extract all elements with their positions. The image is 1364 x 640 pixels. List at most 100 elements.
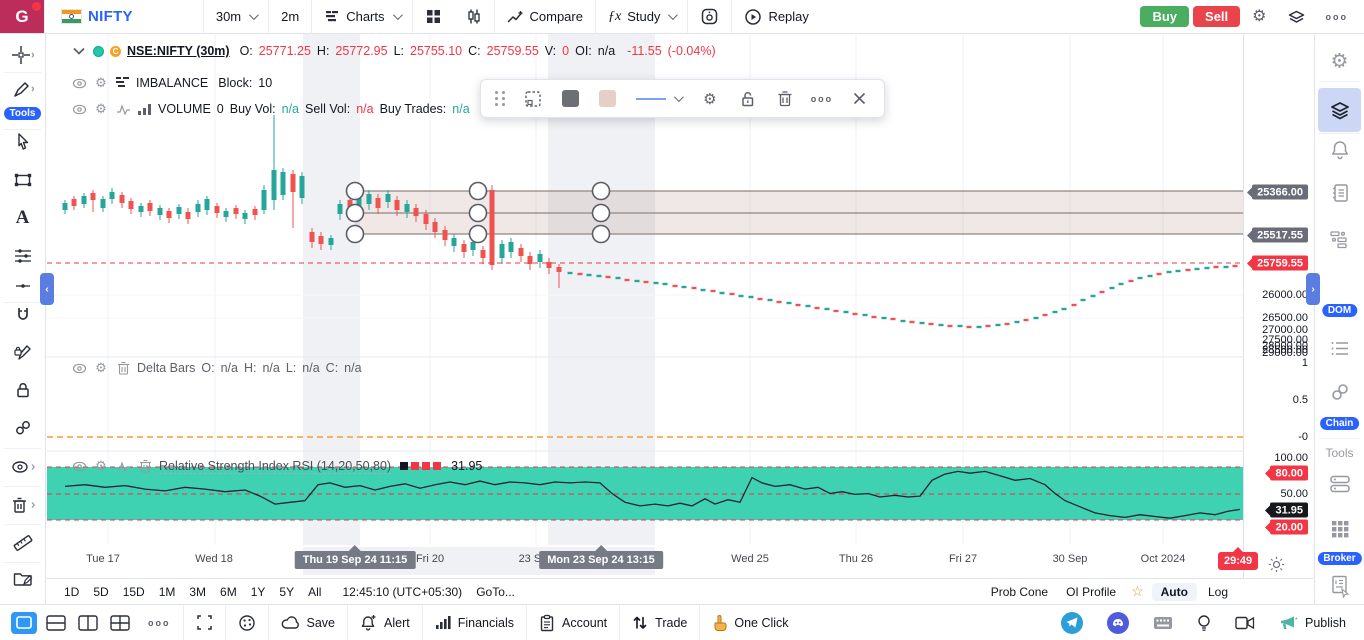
gear-icon[interactable]: ⚙ (95, 360, 107, 375)
lock-drawings-tool[interactable] (14, 381, 32, 400)
hide-drawings-tool[interactable] (10, 459, 36, 475)
alert-button[interactable]: Alert (348, 605, 422, 640)
text-tool[interactable]: A (15, 207, 30, 228)
line-color-swatch[interactable] (553, 84, 586, 114)
financials-button[interactable]: Financials (423, 605, 526, 640)
chart-area[interactable]: C NSE:NIFTY (30m) O: 25771.25 H: 25772.9… (47, 34, 1313, 604)
fill-color-swatch[interactable] (591, 84, 624, 114)
measure-tool[interactable] (12, 533, 34, 553)
goto-button[interactable]: GoTo... (476, 584, 515, 599)
interval-2m-button[interactable]: 2m (269, 0, 311, 34)
collapse-left-rail-tab[interactable]: ‹ (40, 273, 54, 305)
eye-icon[interactable] (71, 363, 87, 374)
interval-select[interactable]: 30m (204, 0, 268, 34)
price-axis[interactable]: 25366.00 25517.55 25759.55 26000.00 26500.00… (1243, 34, 1313, 604)
collapse-right-rail-tab[interactable]: › (1306, 273, 1320, 305)
trash-icon[interactable] (137, 459, 153, 473)
delta-bars-title[interactable]: Delta Bars (137, 361, 196, 375)
prob-cone-button[interactable]: Prob Cone (990, 584, 1049, 599)
range-button-15d[interactable]: 15D (122, 584, 145, 599)
range-button-1y[interactable]: 1Y (250, 584, 266, 599)
imbalance-title[interactable]: IMBALANCE (136, 76, 209, 90)
trade-button[interactable]: Trade (620, 605, 699, 640)
oi-profile-button[interactable]: OI Profile (1066, 584, 1117, 599)
screenshot-button[interactable] (688, 0, 731, 34)
patterns-tool[interactable] (13, 247, 33, 265)
gear-icon[interactable]: ⚙ (95, 75, 107, 90)
theme-palette-button[interactable] (226, 605, 268, 640)
clock-label[interactable]: 12:45:10 (UTC+05:30) (342, 584, 463, 599)
symbol-search-button[interactable]: NIFTY (45, 0, 145, 34)
magnet-tool[interactable] (13, 305, 33, 325)
discord-button[interactable] (1095, 605, 1141, 640)
range-button-5y[interactable]: 5Y (279, 584, 295, 599)
close-toolbar-button[interactable] (843, 84, 876, 114)
more-menu-button[interactable]: ooo (1314, 0, 1364, 34)
range-button-3m[interactable]: 3M (189, 584, 207, 599)
sell-button[interactable]: Sell (1193, 6, 1241, 27)
keyboard-shortcuts-button[interactable] (1141, 605, 1185, 640)
account-button[interactable]: Account (527, 605, 619, 640)
layout-single-button[interactable] (11, 611, 37, 634)
gear-icon[interactable]: ⚙ (95, 101, 107, 116)
lock-drawing-button[interactable] (731, 84, 764, 114)
settings-button[interactable]: ⚙ (1240, 0, 1278, 34)
compare-button[interactable]: Compare (495, 0, 595, 34)
gear-icon[interactable]: ⚙ (95, 458, 107, 473)
forecast-tool[interactable] (14, 279, 32, 293)
remove-drawings-tool[interactable] (10, 496, 36, 514)
range-button-all[interactable]: All (308, 584, 322, 599)
contract-button[interactable] (1329, 574, 1351, 598)
more-options-button[interactable]: ooo (810, 93, 834, 104)
hotlist-button[interactable] (1328, 473, 1352, 495)
style-template-button[interactable] (516, 84, 549, 114)
charts-menu-button[interactable]: Charts (312, 0, 411, 34)
dom-panel-button[interactable] (1328, 228, 1352, 252)
drawing-settings-button[interactable]: ⚙ (703, 90, 717, 108)
one-click-button[interactable]: One Click (700, 605, 800, 640)
eye-icon[interactable] (71, 78, 87, 89)
theme-sun-icon[interactable] (1268, 556, 1285, 573)
app-logo[interactable]: G (0, 0, 44, 33)
study-menu-button[interactable]: ƒx Study (596, 0, 687, 34)
link-tool[interactable] (13, 419, 32, 438)
layouts-button[interactable] (1279, 0, 1314, 34)
market-status-dot[interactable] (93, 45, 104, 57)
alerts-button[interactable] (1329, 139, 1351, 161)
range-button-1m[interactable]: 1M (158, 584, 176, 599)
log-scale-button[interactable]: Log (1207, 584, 1228, 599)
video-button[interactable] (1223, 605, 1267, 640)
pulse-icon[interactable] (115, 103, 131, 115)
trash-icon[interactable] (115, 361, 131, 375)
legend-symbol-title[interactable]: NSE:NIFTY (30m) (127, 44, 230, 58)
fullscreen-button[interactable] (184, 605, 225, 640)
eye-icon[interactable] (71, 104, 87, 115)
chain-link-button[interactable] (1329, 381, 1351, 403)
star-icon[interactable]: ☆ (1131, 583, 1144, 599)
object-tree-button[interactable] (1328, 99, 1352, 121)
range-button-6m[interactable]: 6M (220, 584, 237, 599)
drag-handle[interactable] (489, 91, 512, 106)
ideas-button[interactable] (1185, 605, 1223, 640)
cursor-tool[interactable] (14, 133, 32, 152)
rsi-title[interactable]: Relative Strength Index RSI (14,20,50,80… (159, 458, 392, 474)
range-button-5d[interactable]: 5D (93, 584, 109, 599)
replay-button[interactable]: Replay (732, 0, 820, 34)
more-layouts-button[interactable]: ooo (148, 617, 171, 628)
buy-button[interactable]: Buy (1140, 6, 1190, 27)
eye-icon[interactable] (71, 461, 87, 472)
shapes-tool[interactable] (13, 171, 33, 189)
layout-columns-button[interactable] (75, 612, 101, 634)
change-mode-icon[interactable]: C (110, 45, 121, 57)
delete-drawing-button[interactable] (768, 84, 801, 114)
save-button[interactable]: Save (269, 605, 348, 640)
journal-button[interactable] (1329, 182, 1351, 204)
details-list-button[interactable] (1329, 339, 1351, 359)
layout-rows-button[interactable] (43, 612, 69, 634)
trend-line-tool[interactable] (12, 80, 34, 100)
line-width-select[interactable] (628, 92, 689, 103)
chart-type-button[interactable] (454, 0, 494, 34)
apps-grid-button[interactable] (1329, 518, 1351, 540)
crosshair-tool[interactable] (11, 45, 34, 65)
